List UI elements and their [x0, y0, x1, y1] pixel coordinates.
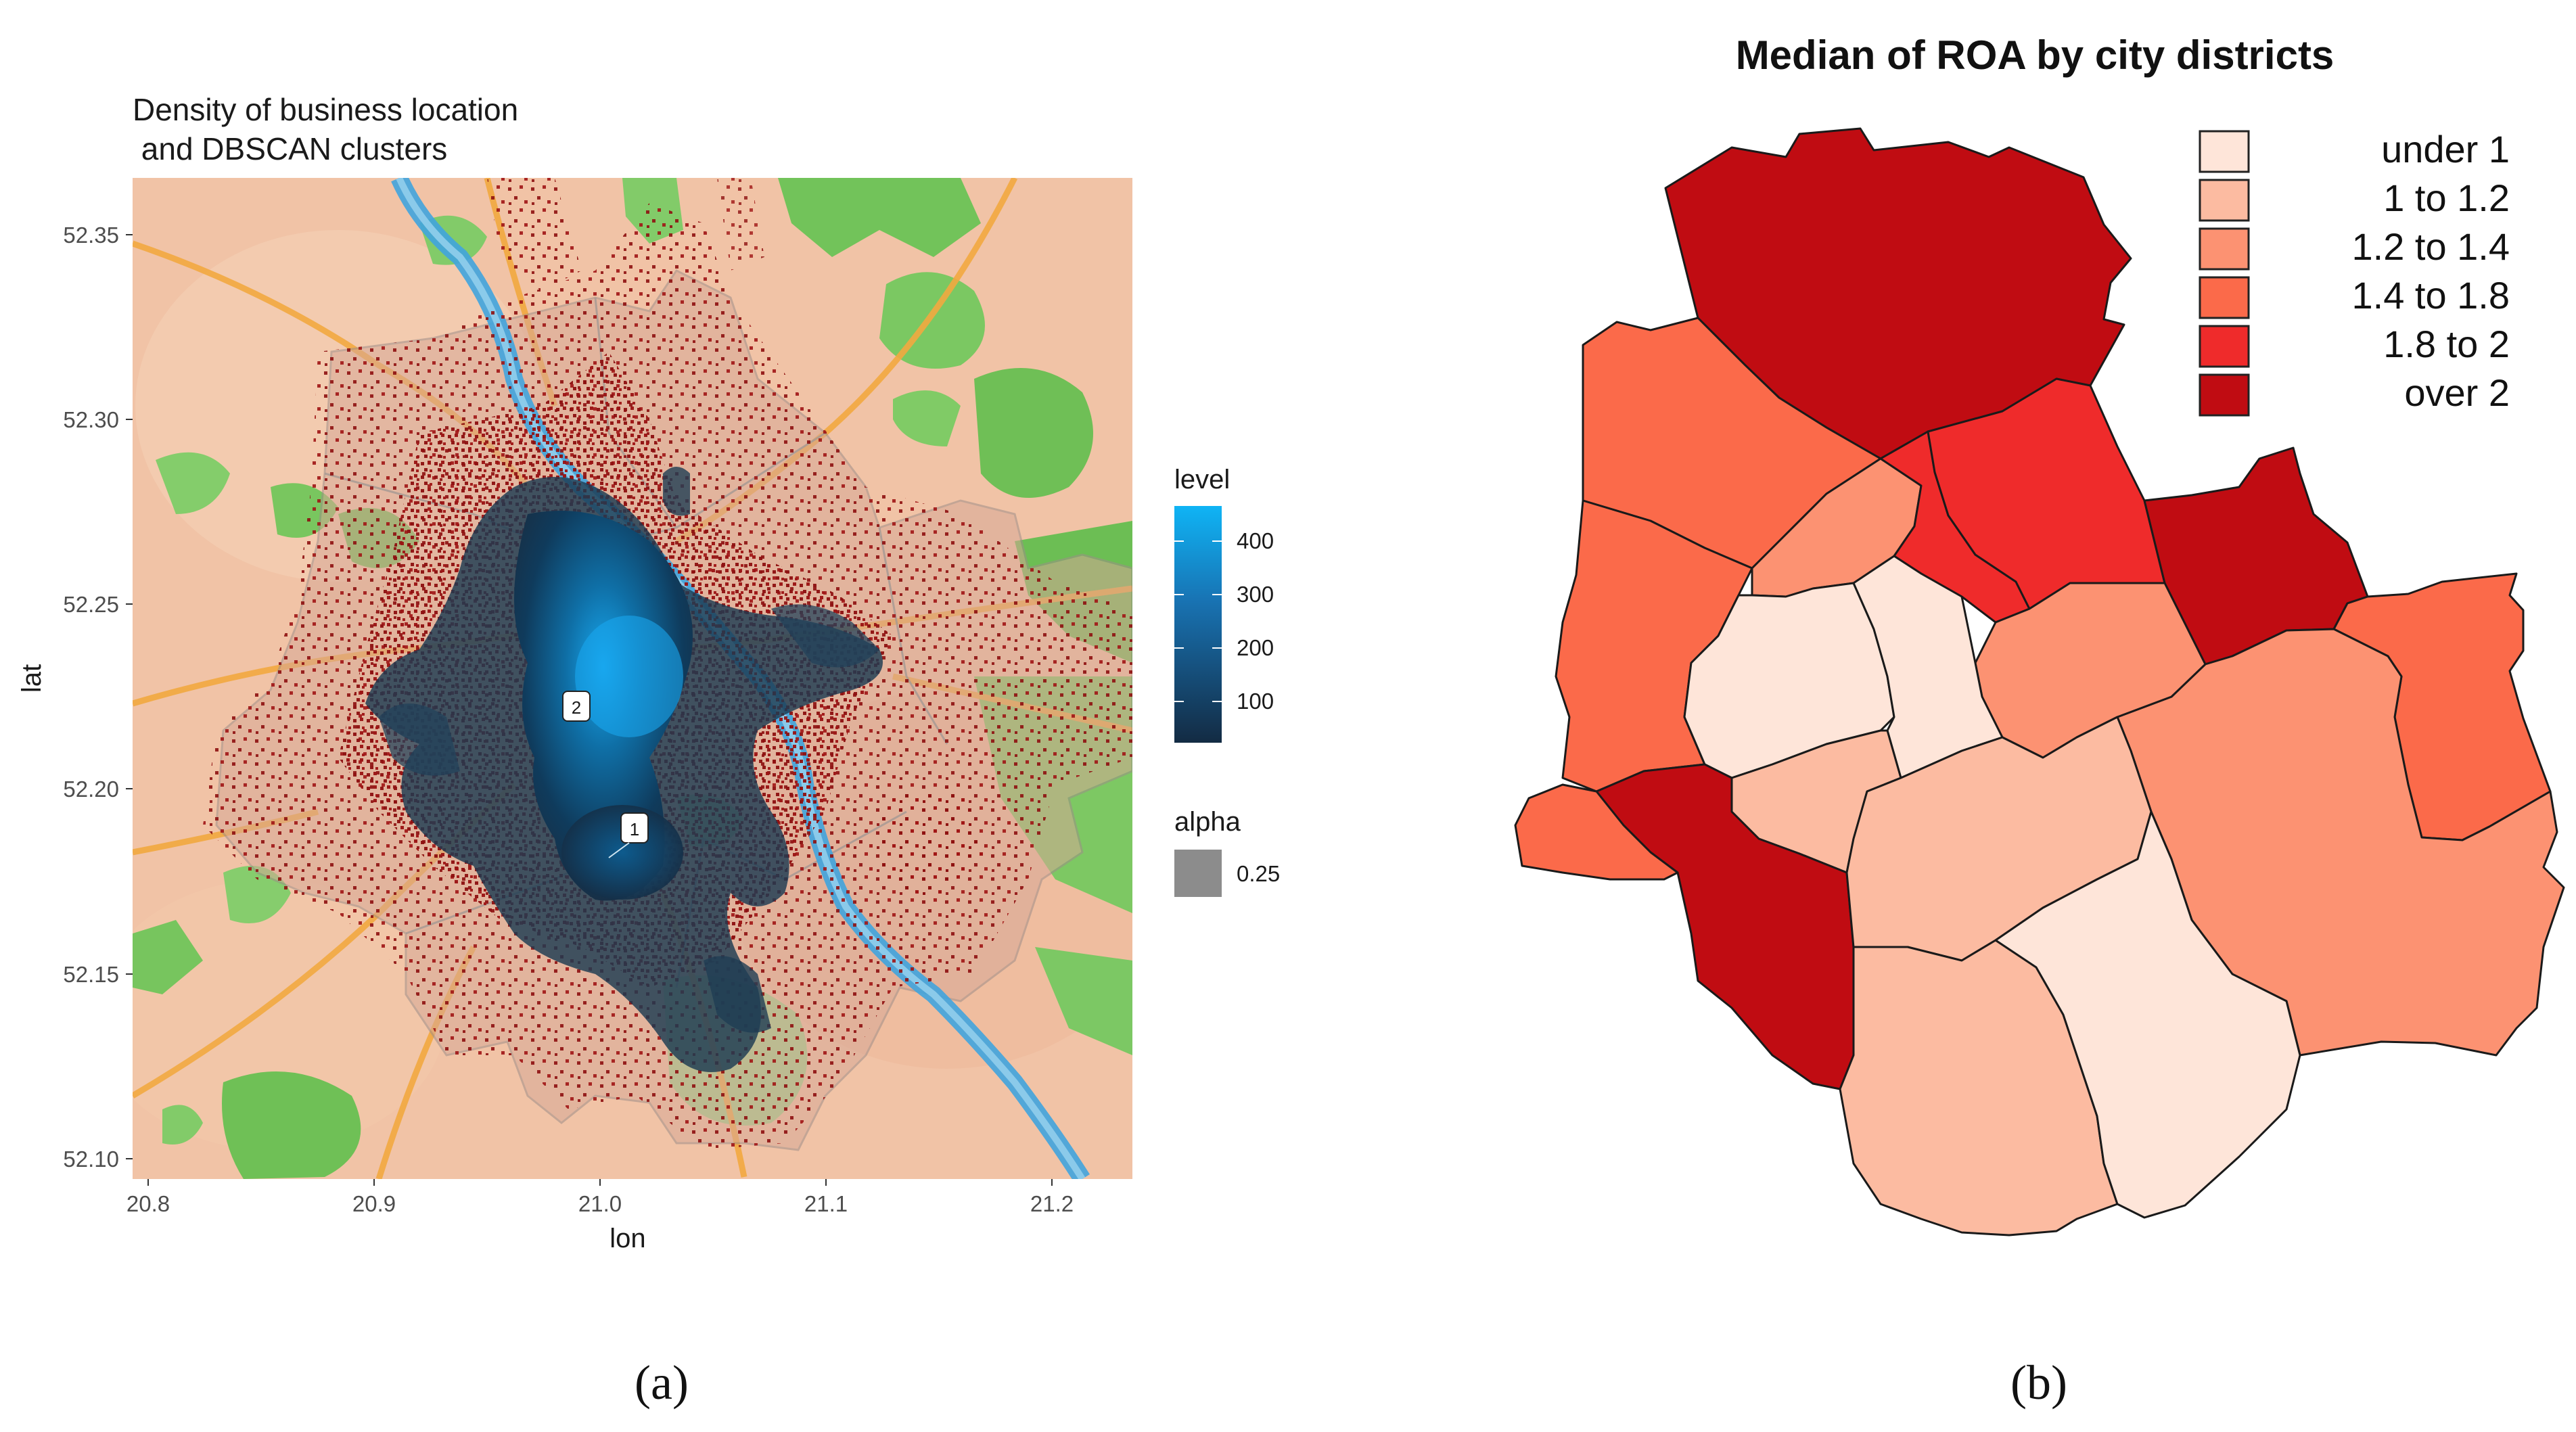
panel-b-caption: (b)	[2010, 1356, 2067, 1410]
svg-text:2: 2	[572, 697, 581, 718]
panel-a-density-map: Density of business location and DBSCAN …	[17, 92, 1280, 1410]
legend-item: 1.2 to 1.4	[2199, 225, 2510, 271]
legend-item: 1.4 to 1.8	[2199, 274, 2510, 319]
x-axis: 20.8 20.9 21.0 21.1 21.2 lon	[127, 1179, 1074, 1253]
svg-text:1.8 to 2: 1.8 to 2	[2383, 323, 2510, 365]
svg-text:under 1: under 1	[2381, 128, 2510, 170]
x-axis-label: lon	[610, 1224, 645, 1253]
panel-a-title-line1: Density of business location	[133, 92, 518, 127]
legend-item: over 2	[2199, 371, 2510, 417]
y-tick: 52.35	[63, 223, 119, 248]
district-ursus	[1514, 783, 1679, 881]
panel-b-choropleth-map: Median of ROA by city districts	[1514, 32, 2565, 1410]
y-axis: 52.35 52.30 52.25 52.20 52.15 52.10 lat	[17, 223, 133, 1172]
legend-level-label: 200	[1237, 635, 1274, 660]
panel-a-caption: (a)	[635, 1356, 689, 1410]
legend-level-label: 300	[1237, 582, 1274, 607]
y-tick: 52.15	[63, 962, 119, 987]
legend-item: under 1	[2199, 128, 2510, 173]
city-districts	[1514, 127, 2565, 1237]
panel-b-title: Median of ROA by city districts	[1736, 32, 2334, 78]
x-tick: 21.0	[578, 1191, 622, 1216]
y-tick: 52.10	[63, 1147, 119, 1172]
y-tick: 52.20	[63, 777, 119, 802]
legend-roa: under 1 1 to 1.2 1.2 to 1.4 1.4 to 1.8 1…	[2199, 128, 2510, 417]
svg-text:1.4 to 1.8: 1.4 to 1.8	[2351, 274, 2510, 317]
y-tick: 52.25	[63, 592, 119, 617]
dbscan-cluster-label-1: 1	[608, 812, 649, 858]
x-tick: 21.1	[804, 1191, 848, 1216]
svg-text:1.2 to 1.4: 1.2 to 1.4	[2351, 225, 2510, 268]
legend-level-label: 100	[1237, 689, 1274, 714]
district-wilanow	[1994, 810, 2301, 1219]
legend-item: 1.8 to 2	[2199, 323, 2510, 368]
density-contours	[365, 467, 883, 1072]
x-tick: 21.2	[1030, 1191, 1074, 1216]
legend-level-title: level	[1174, 465, 1230, 494]
y-tick: 52.30	[63, 407, 119, 432]
svg-text:1: 1	[630, 819, 639, 839]
legend-item: 1 to 1.2	[2199, 177, 2510, 222]
legend-level: level 400 300 200 100	[1174, 465, 1274, 743]
legend-alpha: alpha 0.25	[1174, 807, 1280, 897]
panel-a-title-line2: and DBSCAN clusters	[133, 131, 447, 166]
legend-level-label: 400	[1237, 528, 1274, 553]
svg-text:over 2: over 2	[2404, 371, 2510, 414]
basemap: 2 1	[133, 178, 1132, 1179]
dbscan-cluster-label-2: 2	[562, 691, 591, 722]
x-tick: 20.8	[127, 1191, 170, 1216]
legend-alpha-label: 0.25	[1237, 861, 1280, 886]
legend-alpha-title: alpha	[1174, 807, 1241, 837]
x-tick: 20.9	[352, 1191, 396, 1216]
svg-text:1 to 1.2: 1 to 1.2	[2383, 177, 2510, 219]
y-axis-label: lat	[17, 664, 47, 693]
